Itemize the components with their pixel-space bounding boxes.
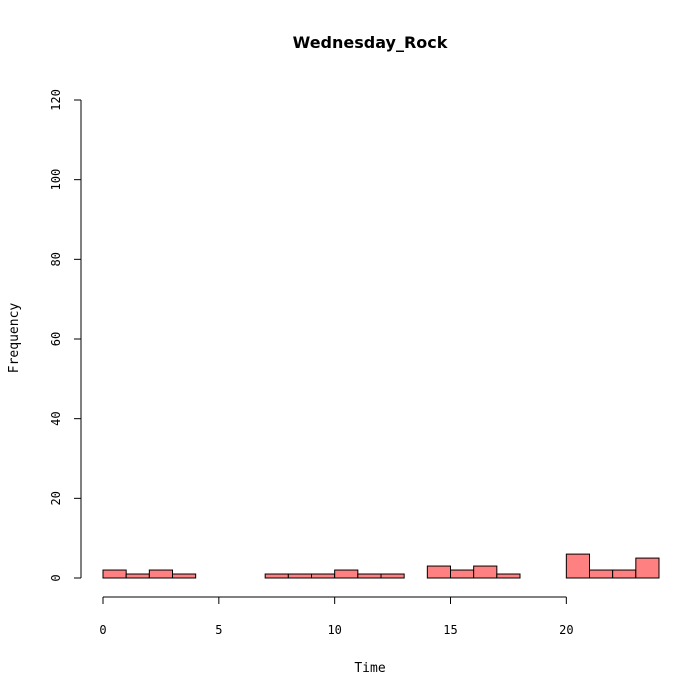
y-tick-label: 100 bbox=[49, 169, 63, 191]
histogram-bar bbox=[589, 569, 614, 579]
x-tick-label: 0 bbox=[99, 623, 106, 637]
histogram-bar bbox=[380, 573, 405, 579]
x-axis-label: Time bbox=[354, 661, 385, 676]
histogram-bar bbox=[311, 573, 336, 579]
histogram-bar bbox=[148, 569, 173, 579]
x-axis: 0 5 10 15 20 bbox=[99, 596, 574, 637]
bars-group bbox=[102, 553, 660, 579]
y-tick-label: 60 bbox=[49, 332, 63, 346]
histogram-bar bbox=[565, 553, 590, 579]
y-tick-label: 40 bbox=[49, 411, 63, 425]
histogram-bar bbox=[612, 569, 637, 579]
histogram-bar bbox=[334, 569, 359, 579]
x-tick-label: 20 bbox=[559, 623, 573, 637]
histogram-bar bbox=[287, 573, 313, 579]
y-tick-label: 20 bbox=[49, 491, 63, 505]
histogram-bar bbox=[357, 573, 382, 579]
y-axis-label: Frequency bbox=[7, 303, 22, 374]
chart-title: Wednesday_Rock bbox=[293, 33, 448, 52]
histogram-bar bbox=[496, 573, 521, 579]
histogram-bar bbox=[102, 569, 127, 579]
x-tick-label: 5 bbox=[215, 623, 222, 637]
histogram-bar bbox=[426, 565, 452, 579]
x-tick-label: 10 bbox=[327, 623, 341, 637]
y-tick-label: 0 bbox=[49, 574, 63, 581]
histogram-bar bbox=[635, 557, 660, 579]
histogram-bar bbox=[473, 565, 498, 579]
histogram-bar bbox=[450, 569, 475, 579]
y-tick-label: 120 bbox=[49, 89, 63, 111]
histogram-bar bbox=[172, 573, 197, 579]
histogram-bar bbox=[264, 573, 289, 579]
y-axis: 0 20 40 60 80 100 120 bbox=[49, 89, 82, 582]
y-tick-label: 80 bbox=[49, 252, 63, 266]
x-tick-label: 15 bbox=[443, 623, 457, 637]
histogram-bar bbox=[125, 573, 150, 579]
